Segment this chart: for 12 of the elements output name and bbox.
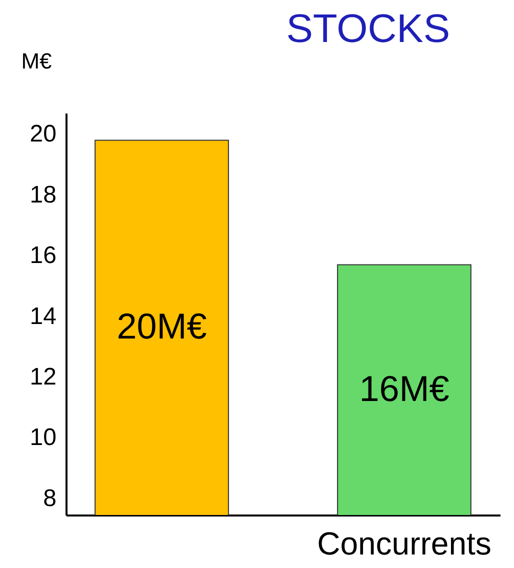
y-axis-title: M€ <box>21 48 52 74</box>
y-tick-label: 16 <box>30 242 56 270</box>
data-label: 16M€ <box>359 368 450 409</box>
y-tick-label: 12 <box>30 363 56 390</box>
data-label: 20M€ <box>116 306 207 347</box>
y-tick-label: 18 <box>30 181 56 208</box>
y-tick-label: 14 <box>30 302 56 330</box>
y-tick-label: 8 <box>43 484 56 512</box>
y-tick-label: 10 <box>30 424 56 452</box>
y-tick-label: 20 <box>30 120 56 148</box>
x-tick-label: Concurrents <box>317 526 492 562</box>
chart-title: STOCKS <box>286 7 450 51</box>
